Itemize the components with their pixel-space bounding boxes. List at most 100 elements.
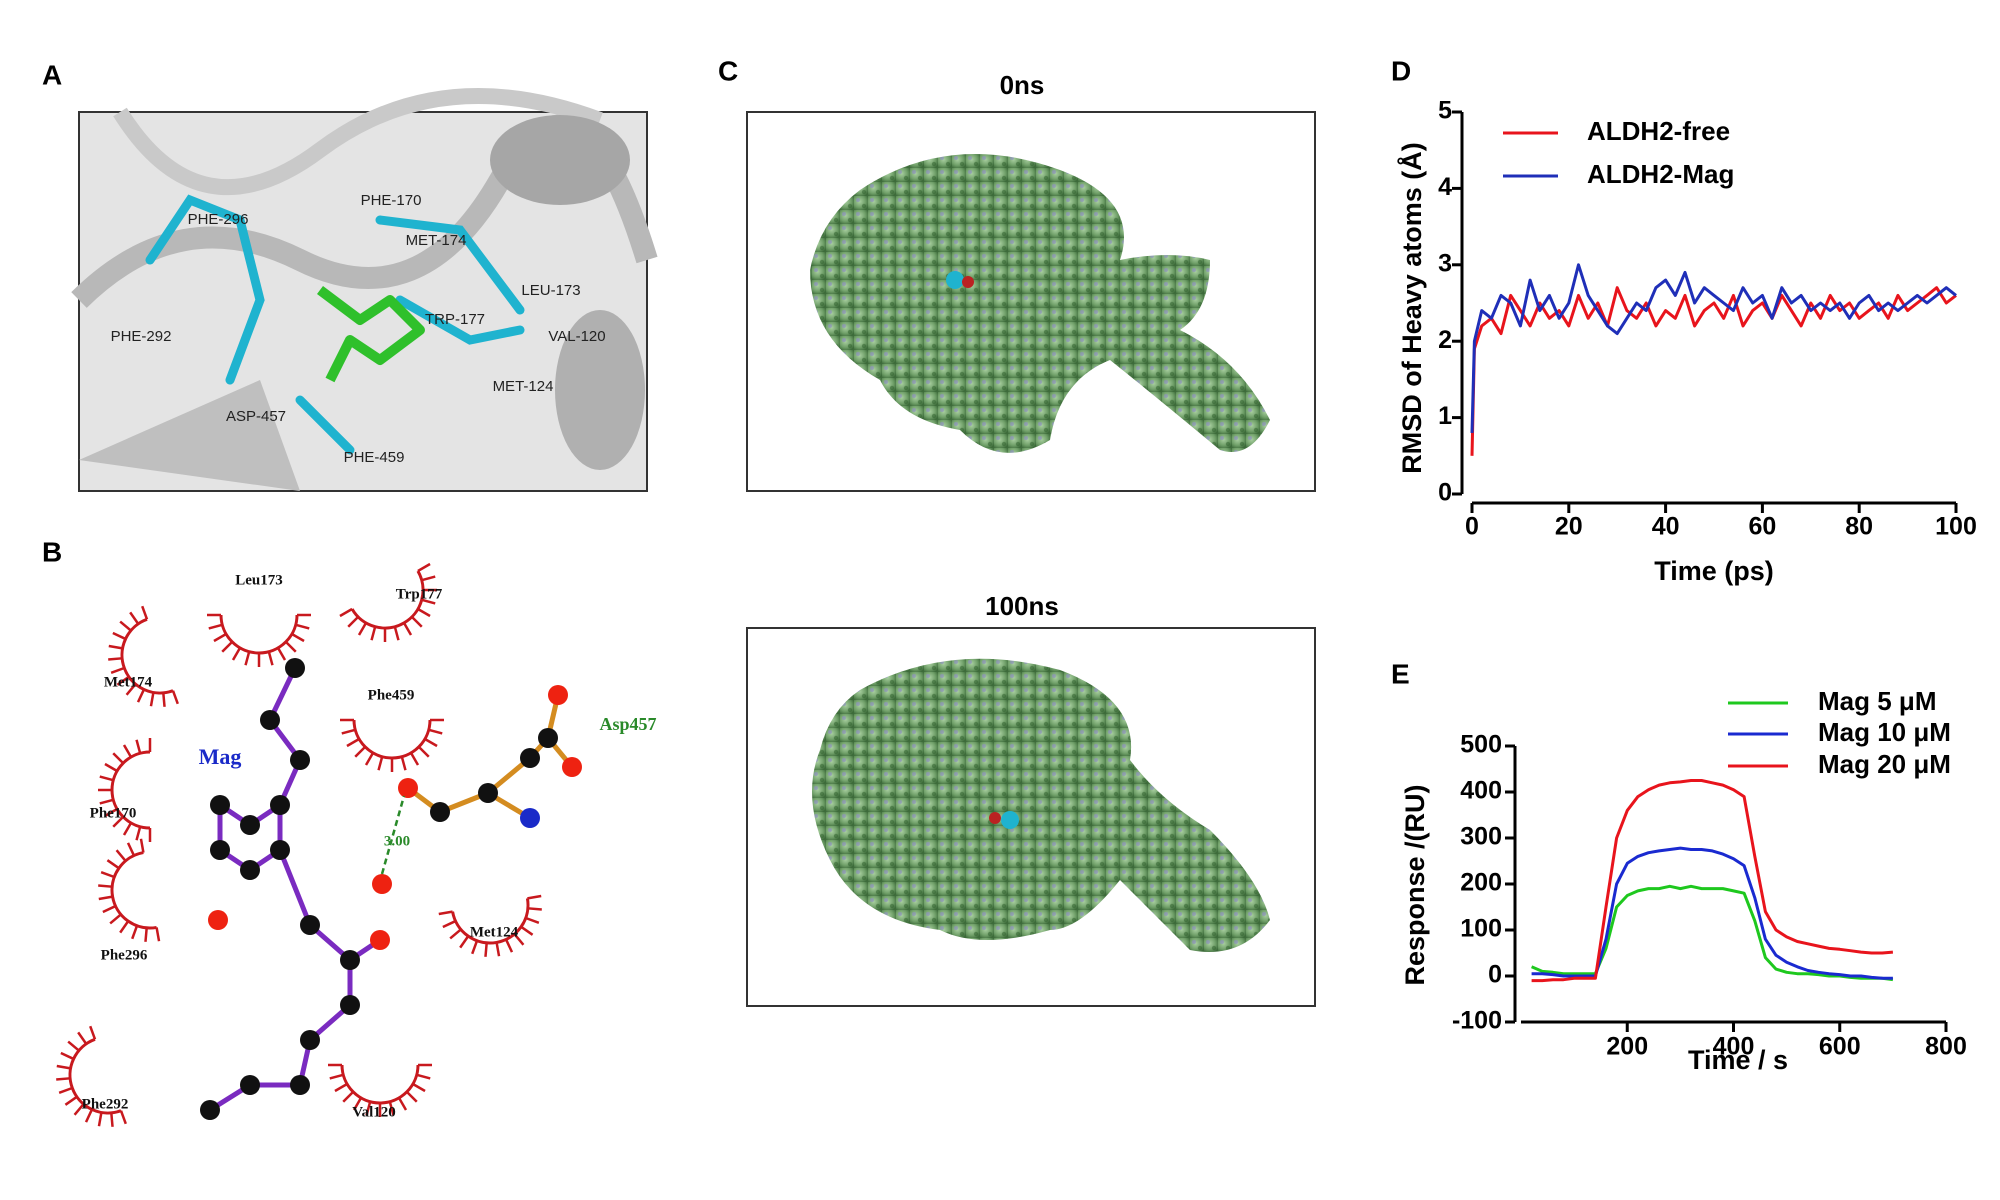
arc-spike — [428, 728, 443, 735]
arc-spike — [115, 849, 127, 862]
contact-arc — [108, 605, 179, 707]
x-tick-label: 20 — [1555, 513, 1583, 541]
arc-spike — [442, 919, 457, 929]
arc-spike — [110, 666, 125, 674]
y-tick-label: 4 — [1438, 173, 1452, 201]
arc-spike — [334, 1082, 348, 1093]
arc-spike — [110, 1112, 114, 1127]
arc-spike — [438, 910, 453, 916]
atom — [398, 778, 418, 798]
x-tick-label: 600 — [1819, 1033, 1861, 1061]
x-tick-label: 80 — [1845, 513, 1873, 541]
arc-spike — [125, 683, 137, 696]
data-line — [1531, 846, 1893, 980]
y-tick-label: 400 — [1460, 777, 1502, 805]
arc-spike — [267, 651, 274, 666]
x-tick-label: 100 — [1935, 513, 1977, 541]
arc-spike — [405, 1090, 418, 1103]
bond — [277, 849, 313, 926]
y-tick-label: 0 — [1488, 961, 1502, 989]
arc-spike — [423, 588, 438, 592]
arc-spike — [56, 1077, 71, 1081]
arc-spike — [108, 657, 123, 661]
arc-spike — [244, 651, 251, 666]
contact-arc — [98, 738, 152, 842]
data-line — [1531, 884, 1894, 982]
arc-spike — [155, 927, 161, 942]
atom — [340, 995, 360, 1015]
contact-arc — [328, 1063, 432, 1117]
residue-label: ASP-457 — [226, 408, 286, 425]
arc-spike — [213, 632, 227, 643]
arc-spike — [73, 1103, 85, 1116]
y-tick-label: 1 — [1438, 402, 1452, 430]
atom — [240, 815, 260, 835]
arc-spike — [99, 798, 114, 805]
arc-spike — [100, 871, 115, 879]
hbond — [380, 795, 406, 875]
arc-spike — [119, 920, 130, 934]
arc-spike — [104, 762, 118, 773]
arc-spike — [357, 622, 368, 636]
contact-label: Val120 — [352, 1104, 396, 1120]
arc-spike — [284, 640, 297, 653]
y-tick-label: 3 — [1438, 249, 1452, 277]
arc-spike — [162, 692, 166, 707]
atom — [210, 840, 230, 860]
arc-spike — [417, 562, 431, 573]
arc-spike — [346, 737, 360, 748]
arc-spike — [409, 752, 420, 766]
data-line — [1531, 779, 1894, 983]
arc — [451, 898, 530, 945]
panel-label: B — [42, 536, 62, 567]
panel-label: C — [718, 55, 738, 86]
panel-b-diagram: Mag Asp457 3.00 Leu173 Trp177 Met174 Phe459 Phe… — [56, 562, 657, 1127]
arc-spike — [149, 692, 155, 707]
legend-label: ALDH2-free — [1587, 116, 1730, 146]
snapshot-title: 0ns — [1000, 70, 1045, 100]
arc-spike — [525, 916, 540, 924]
arc-spike — [421, 598, 436, 605]
atom — [300, 915, 320, 935]
arc-spike — [122, 822, 133, 836]
y-tick-label: 0 — [1438, 479, 1452, 507]
contact-arc — [339, 562, 438, 643]
arc-spike — [402, 622, 413, 636]
atom — [430, 802, 450, 822]
atom — [290, 750, 310, 770]
atom — [340, 950, 360, 970]
arc-spike — [421, 575, 436, 582]
contact-label: Met174 — [104, 674, 153, 690]
residue-label: VAL-120 — [548, 328, 605, 345]
arc-spike — [135, 826, 142, 841]
arc-spike — [136, 688, 146, 703]
arc-spike — [352, 1097, 363, 1111]
x-tick-label: 60 — [1748, 513, 1776, 541]
arc-spike — [104, 807, 118, 818]
residue-label: PHE-170 — [361, 192, 422, 209]
data-line — [1470, 286, 1957, 456]
arc-spike — [135, 739, 142, 754]
arc-spike — [400, 756, 407, 771]
arc-spike — [89, 1025, 97, 1040]
arc-spike — [291, 632, 305, 643]
contact-label: Met124 — [470, 924, 519, 940]
arc-spike — [383, 628, 387, 643]
atom — [208, 910, 228, 930]
arc-spike — [119, 620, 132, 632]
hbond-label: 3.00 — [384, 833, 410, 849]
atom — [478, 783, 498, 803]
arc-spike — [106, 859, 120, 870]
atom — [200, 1100, 220, 1120]
atom — [270, 840, 290, 860]
residue-label: MET-124 — [493, 378, 554, 395]
arc-spike — [109, 913, 122, 925]
arc-spike — [64, 1095, 78, 1106]
atom — [370, 930, 390, 950]
arc-spike — [98, 895, 113, 901]
legend-label: Mag 20 μM — [1818, 749, 1951, 779]
arc-spike — [370, 626, 377, 641]
contact-arc — [438, 894, 542, 957]
arc-spike — [495, 942, 501, 957]
x-tick-label: 400 — [1713, 1033, 1755, 1061]
